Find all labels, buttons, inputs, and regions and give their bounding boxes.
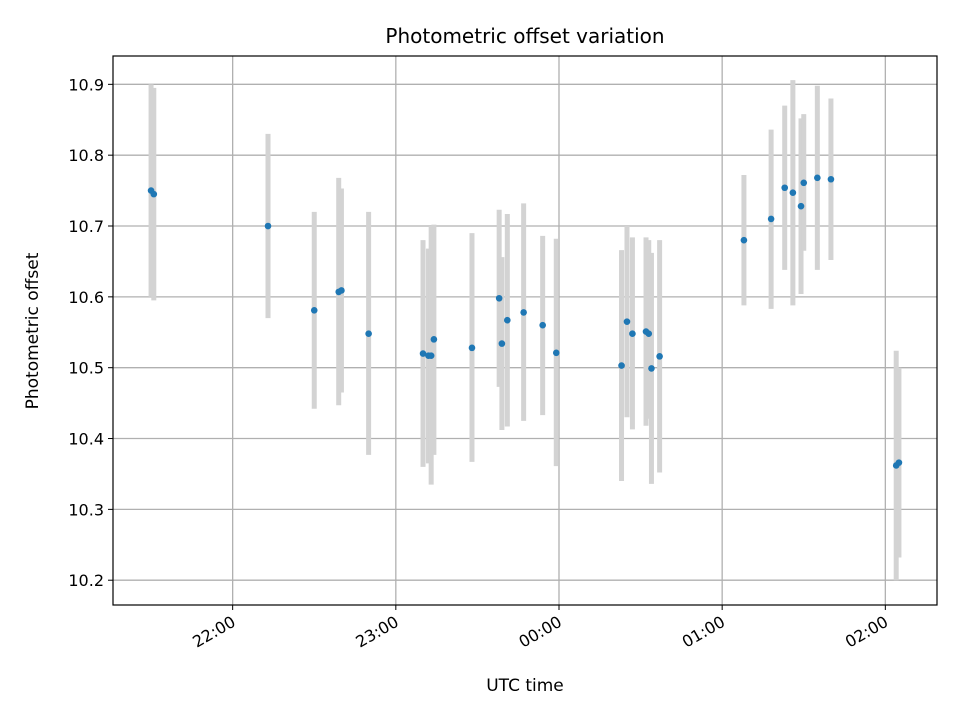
data-point — [539, 321, 546, 329]
data-point — [648, 365, 655, 372]
x-tick-label: 22:00 — [189, 612, 238, 652]
data-point — [264, 222, 272, 230]
x-tick-label: 01:00 — [679, 612, 728, 652]
data-point — [781, 184, 789, 192]
y-tick-label: 10.2 — [68, 571, 104, 590]
data-point — [430, 336, 438, 343]
data-point — [767, 215, 775, 223]
plot-frame — [112, 55, 938, 606]
data-point — [656, 353, 663, 360]
data-points — [147, 174, 903, 469]
y-tick-label: 10.4 — [68, 430, 104, 449]
data-point — [623, 318, 631, 325]
data-point — [740, 236, 748, 244]
y-tick-label: 10.5 — [68, 359, 104, 378]
data-point — [800, 179, 808, 187]
data-point — [814, 174, 821, 182]
y-tick-label: 10.6 — [68, 288, 104, 307]
data-point — [150, 190, 158, 198]
data-point — [310, 307, 318, 314]
data-point — [645, 330, 653, 337]
x-axis-label: UTC time — [486, 676, 564, 696]
data-point — [498, 340, 506, 347]
data-point — [618, 362, 625, 369]
x-tick-label: 00:00 — [516, 612, 565, 652]
chart-title: Photometric offset variation — [385, 24, 664, 48]
y-tick-label: 10.9 — [68, 75, 104, 94]
data-point — [504, 316, 511, 324]
data-point — [552, 349, 560, 357]
data-point — [495, 294, 503, 302]
data-point — [427, 352, 435, 359]
data-point — [419, 350, 427, 357]
data-point — [629, 330, 636, 337]
data-point — [365, 330, 372, 337]
data-point — [338, 287, 345, 294]
x-tick-label: 02:00 — [842, 612, 891, 652]
y-tick-label: 10.8 — [68, 146, 104, 165]
axis-ticks: 10.2 10.3 10.4 10.5 10.6 10.7 10.8 10.9 22:00 23:… — [68, 75, 891, 651]
y-axis-label: Photometric offset — [23, 252, 43, 409]
x-tick-label: 23:00 — [352, 612, 401, 652]
data-point — [468, 344, 476, 352]
data-point — [895, 459, 903, 466]
data-point — [797, 202, 805, 210]
data-point — [520, 309, 527, 316]
y-tick-label: 10.3 — [68, 500, 104, 519]
data-point — [789, 189, 797, 197]
data-point — [827, 175, 835, 183]
y-tick-label: 10.7 — [68, 217, 104, 236]
